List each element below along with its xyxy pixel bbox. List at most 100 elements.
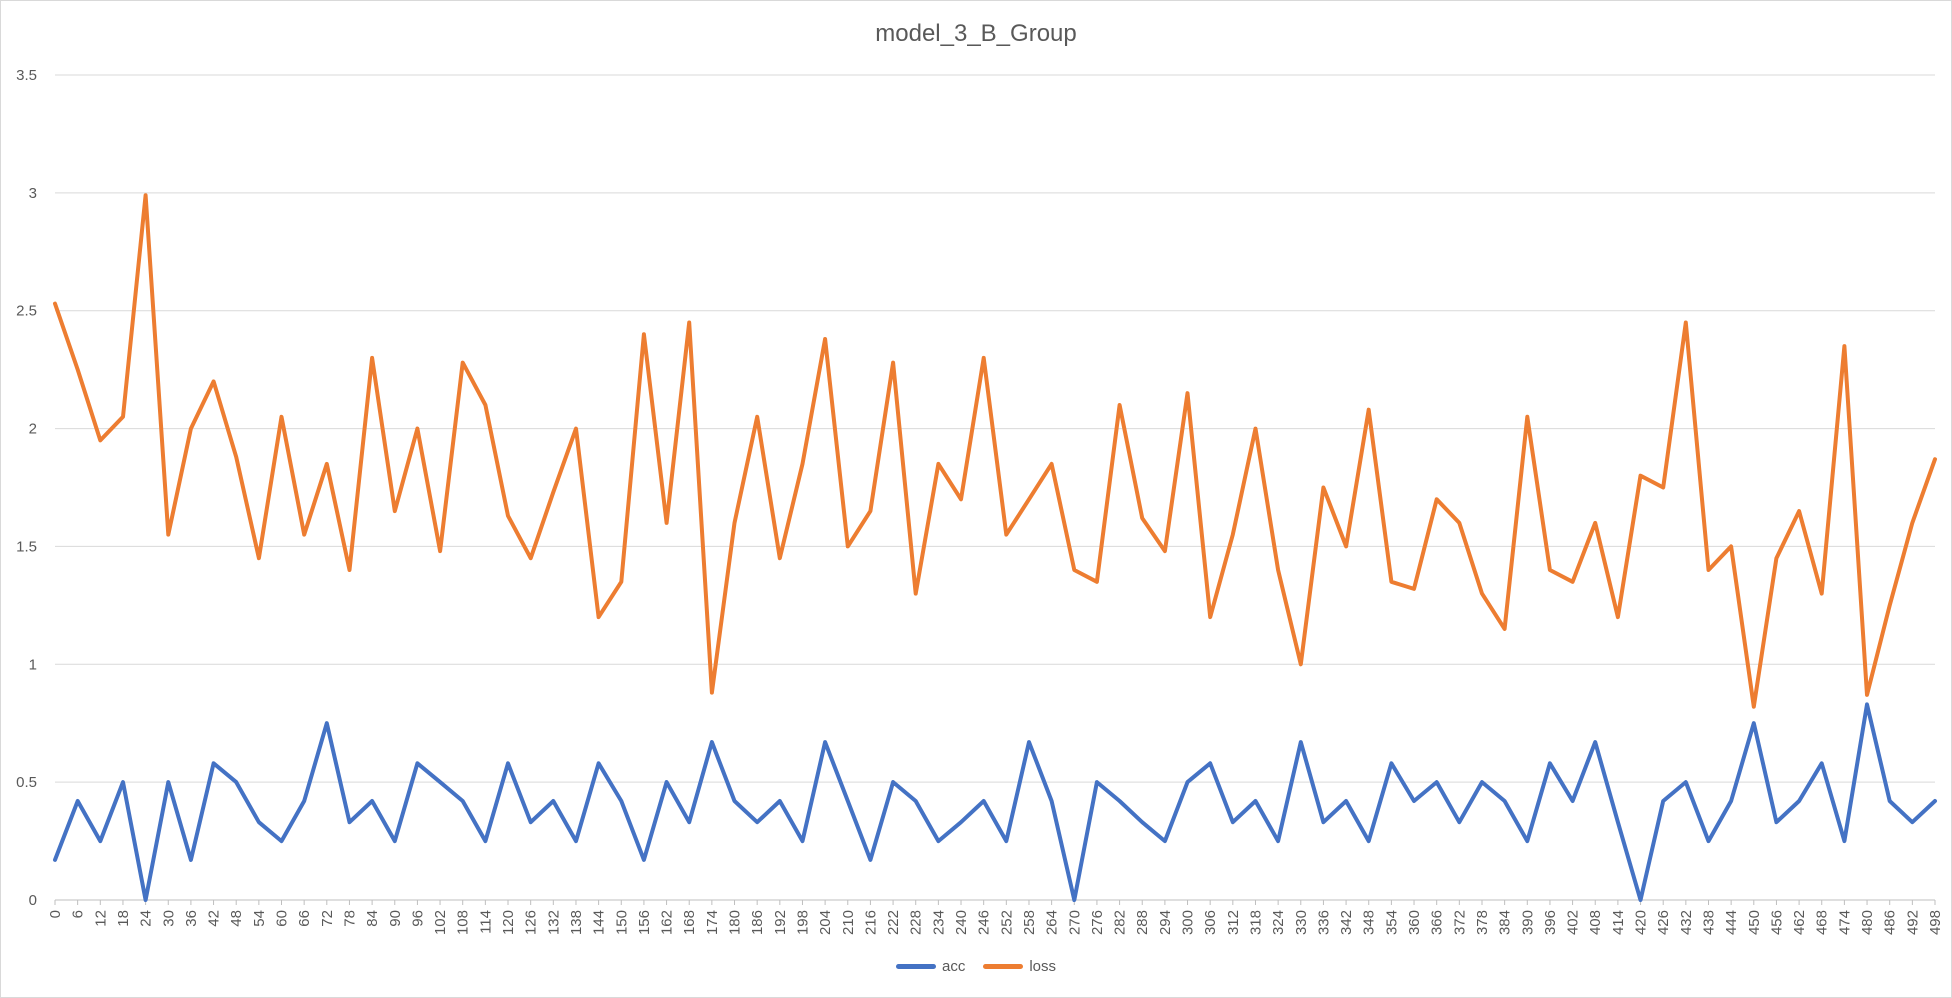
x-tick-label: 192	[772, 910, 789, 935]
x-tick-label: 306	[1202, 910, 1219, 935]
series-line-acc	[53, 702, 1937, 902]
x-tick-label: 186	[749, 910, 766, 935]
x-tick-label: 240	[953, 910, 970, 935]
legend-item-acc: acc	[895, 958, 966, 975]
legend: acc loss	[0, 958, 1952, 975]
x-tick-label: 246	[976, 910, 993, 935]
x-tick-label: 252	[998, 910, 1015, 935]
x-tick-label: 402	[1565, 910, 1582, 935]
x-tick-label: 396	[1542, 910, 1559, 935]
x-tick-label: 420	[1633, 910, 1650, 935]
legend-swatch-acc	[895, 964, 936, 969]
x-tick-label: 498	[1927, 910, 1944, 935]
x-tick-label: 210	[840, 910, 857, 935]
x-tick-label: 276	[1089, 910, 1106, 935]
x-tick-label: 30	[160, 910, 177, 927]
x-tick-label: 48	[228, 910, 245, 927]
x-tick-label: 138	[568, 910, 585, 935]
x-tick-label: 102	[432, 910, 449, 935]
x-tick-label: 204	[817, 910, 834, 935]
y-tick-label: 3	[29, 185, 37, 202]
x-tick-label: 72	[319, 910, 336, 927]
x-tick-label: 156	[636, 910, 653, 935]
y-axis-tick-labels: 0 0.5 1 1.5 2 2.5 3 3.5	[16, 67, 37, 909]
x-tick-label: 366	[1429, 910, 1446, 935]
x-tick-label: 144	[591, 910, 608, 935]
y-tick-label: 1.5	[16, 538, 37, 555]
legend-label-loss: loss	[1029, 958, 1057, 975]
x-tick-label: 474	[1836, 910, 1853, 935]
x-tick-label: 42	[206, 910, 223, 927]
x-tick-label: 12	[92, 910, 109, 927]
y-tick-label: 2.5	[16, 303, 37, 320]
x-tick-label: 60	[274, 910, 291, 927]
legend-item-loss: loss	[983, 958, 1056, 975]
x-tick-label: 342	[1338, 910, 1355, 935]
x-tick-label: 234	[930, 910, 947, 935]
x-tick-label: 84	[364, 910, 381, 927]
x-tick-label: 282	[1112, 910, 1129, 935]
x-tick-label: 330	[1293, 910, 1310, 935]
y-tick-label: 0.5	[16, 774, 37, 791]
series-line-loss	[53, 193, 1937, 709]
x-tick-label: 450	[1746, 910, 1763, 935]
x-tick-label: 108	[455, 910, 472, 935]
legend-label-acc: acc	[941, 958, 966, 975]
x-tick-label: 78	[341, 910, 358, 927]
x-tick-label: 456	[1768, 910, 1785, 935]
gridlines	[55, 74, 1935, 901]
x-tick-label: 378	[1474, 910, 1491, 935]
x-tick-label: 54	[251, 910, 268, 927]
x-tick-label: 486	[1882, 910, 1899, 935]
x-tick-label: 168	[681, 910, 698, 935]
x-tick-label: 462	[1791, 910, 1808, 935]
y-tick-label: 1	[29, 656, 37, 673]
x-tick-label: 162	[659, 910, 676, 935]
x-tick-label: 258	[1021, 910, 1038, 935]
x-tick-label: 36	[183, 910, 200, 927]
x-tick-label: 264	[1044, 910, 1061, 935]
x-tick-label: 468	[1814, 910, 1831, 935]
x-tick-label: 324	[1270, 910, 1287, 935]
x-tick-label: 348	[1361, 910, 1378, 935]
x-tick-label: 336	[1315, 910, 1332, 935]
x-tick-label: 354	[1383, 910, 1400, 935]
x-tick-label: 198	[794, 910, 811, 935]
x-tick-label: 414	[1610, 910, 1627, 935]
x-tick-label: 408	[1587, 910, 1604, 935]
y-tick-label: 3.5	[16, 67, 37, 84]
x-tick-label: 132	[545, 910, 562, 935]
x-tick-label: 444	[1723, 910, 1740, 935]
x-tick-label: 90	[387, 910, 404, 927]
x-tick-label: 0	[47, 910, 64, 918]
x-tick-label: 270	[1066, 910, 1083, 935]
x-tick-label: 390	[1519, 910, 1536, 935]
x-tick-label: 66	[296, 910, 313, 927]
y-tick-label: 2	[29, 421, 37, 438]
x-tick-label: 216	[862, 910, 879, 935]
x-axis-tick-labels: 0 6 12 18 24 30 36 42 48 54 60 66 72 78 84 90 96 102 108 11…	[47, 900, 1944, 935]
x-tick-label: 384	[1497, 910, 1514, 935]
x-tick-label: 24	[138, 910, 155, 927]
x-tick-label: 372	[1451, 910, 1468, 935]
x-tick-label: 426	[1655, 910, 1672, 935]
x-tick-label: 18	[115, 910, 132, 927]
x-tick-label: 126	[523, 910, 540, 935]
x-tick-label: 492	[1904, 910, 1921, 935]
legend-swatch-loss	[983, 964, 1024, 969]
x-tick-label: 300	[1180, 910, 1197, 935]
x-tick-label: 180	[727, 910, 744, 935]
x-tick-label: 480	[1859, 910, 1876, 935]
x-tick-label: 114	[477, 910, 494, 934]
series-lines	[53, 193, 1937, 902]
x-tick-label: 438	[1700, 910, 1717, 935]
x-tick-label: 294	[1157, 910, 1174, 935]
x-tick-label: 228	[908, 910, 925, 935]
x-tick-label: 288	[1134, 910, 1151, 935]
x-tick-label: 312	[1225, 910, 1242, 935]
x-tick-label: 120	[500, 910, 517, 935]
x-tick-label: 360	[1406, 910, 1423, 935]
x-tick-label: 222	[885, 910, 902, 935]
